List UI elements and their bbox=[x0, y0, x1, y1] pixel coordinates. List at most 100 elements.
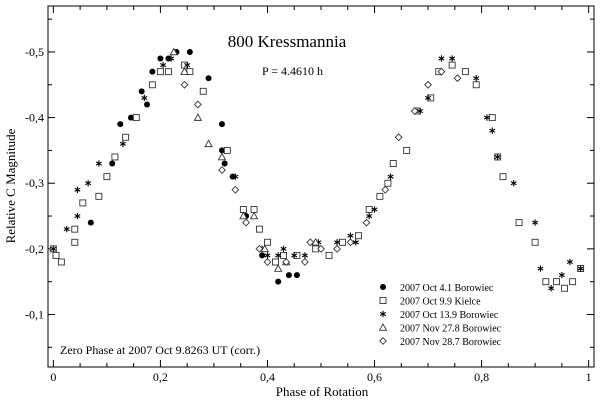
axis-ticks: 0 0,2 0,4 0,6 0,8 1 -0,1 -0,2 -0,3 -0,4 -0,5 bbox=[25, 6, 594, 384]
data-point bbox=[156, 68, 164, 76]
data-point bbox=[95, 160, 102, 167]
data-point bbox=[87, 219, 94, 226]
data-point bbox=[184, 61, 191, 69]
data-point bbox=[218, 166, 226, 175]
x-tick-label: 1 bbox=[586, 370, 592, 384]
data-point bbox=[494, 153, 501, 161]
data-point bbox=[117, 121, 124, 128]
data-point bbox=[71, 238, 79, 246]
data-point bbox=[275, 278, 282, 285]
data-point bbox=[499, 173, 507, 181]
y-axis-label: Relative C Magnitude bbox=[3, 128, 18, 243]
data-point bbox=[264, 238, 271, 246]
data-point bbox=[577, 265, 584, 272]
data-point bbox=[260, 244, 270, 253]
data-point bbox=[384, 179, 392, 187]
data-point bbox=[205, 75, 212, 82]
data-point bbox=[366, 212, 373, 220]
data-point bbox=[566, 258, 573, 266]
legend-marker bbox=[379, 310, 387, 318]
y-tick-label: -0,1 bbox=[25, 307, 44, 321]
data-point bbox=[473, 75, 480, 82]
x-tick-label: 0,6 bbox=[367, 370, 382, 384]
data-point bbox=[63, 225, 70, 233]
data-point bbox=[301, 258, 309, 266]
legend-marker bbox=[379, 337, 387, 345]
data-point bbox=[85, 180, 92, 187]
data-point bbox=[264, 252, 271, 259]
data-point bbox=[169, 47, 179, 56]
data-point bbox=[149, 68, 156, 75]
y-tick-label: -0,5 bbox=[25, 45, 44, 59]
data-point bbox=[242, 218, 250, 227]
legend-label: 2007 Oct 4.1 Borowiec bbox=[400, 283, 494, 294]
data-point bbox=[232, 173, 239, 180]
data-point bbox=[259, 252, 266, 259]
data-point bbox=[239, 206, 247, 213]
data-point bbox=[291, 252, 298, 259]
data-point bbox=[371, 206, 378, 213]
data-point bbox=[52, 251, 60, 259]
legend-label: 2007 Oct 13.9 Borowiec bbox=[400, 310, 499, 321]
data-point bbox=[311, 237, 320, 246]
period-label: P = 4.4610 h bbox=[262, 64, 323, 78]
data-point bbox=[453, 74, 462, 83]
data-point bbox=[416, 107, 424, 115]
data-point bbox=[325, 251, 333, 259]
zero-phase-annotation: Zero Phase at 2007 Oct 9.8263 UT (corr.) bbox=[60, 343, 260, 357]
data-point bbox=[132, 114, 140, 122]
data-point bbox=[231, 185, 240, 194]
data-point bbox=[74, 212, 81, 220]
data-point bbox=[164, 68, 172, 76]
data-point bbox=[346, 238, 355, 247]
x-tick-label: 0,8 bbox=[474, 370, 489, 384]
data-point bbox=[515, 219, 523, 227]
data-point bbox=[273, 264, 283, 272]
data-point bbox=[424, 80, 432, 89]
legend-label: 2007 Nov 28.7 Borowiec bbox=[400, 337, 502, 348]
chart-title: 800 Kressmannia bbox=[228, 32, 347, 51]
data-point bbox=[489, 127, 496, 134]
data-point bbox=[199, 87, 207, 95]
data-point bbox=[542, 278, 550, 286]
data-point bbox=[569, 278, 577, 286]
y-tick-label: -0,4 bbox=[25, 111, 44, 125]
data-point bbox=[160, 61, 167, 69]
data-point bbox=[217, 152, 227, 161]
y-tick-label: -0,3 bbox=[25, 176, 44, 190]
data-point bbox=[531, 238, 539, 246]
data-point bbox=[119, 140, 126, 148]
data-point bbox=[255, 244, 264, 253]
data-point bbox=[553, 278, 560, 286]
data-point bbox=[193, 113, 203, 121]
legend-marker bbox=[379, 297, 387, 304]
data-point bbox=[95, 192, 103, 200]
data-point bbox=[255, 225, 263, 233]
data-point bbox=[293, 272, 300, 279]
data-point bbox=[282, 258, 291, 266]
data-point bbox=[193, 100, 202, 109]
data-point bbox=[537, 265, 544, 272]
legend: 2007 Oct 4.1 Borowiec 2007 Oct 9.9 Kielce… bbox=[378, 283, 502, 348]
series-5 bbox=[180, 67, 462, 266]
data-point bbox=[71, 225, 79, 233]
legend-label: 2007 Oct 9.9 Kielce bbox=[400, 297, 481, 308]
data-point bbox=[280, 245, 287, 253]
data-point bbox=[301, 252, 308, 259]
legend-marker bbox=[378, 323, 388, 331]
data-point bbox=[148, 81, 156, 89]
data-point bbox=[532, 219, 539, 226]
data-point bbox=[272, 258, 279, 266]
data-point bbox=[186, 48, 193, 55]
series-1 bbox=[87, 48, 300, 285]
data-point bbox=[229, 173, 236, 180]
data-point bbox=[165, 55, 172, 62]
x-axis-label: Phase of Rotation bbox=[276, 384, 369, 399]
data-point bbox=[250, 206, 258, 213]
data-point bbox=[437, 67, 446, 76]
series-4 bbox=[169, 47, 320, 272]
x-tick-label: 0,2 bbox=[153, 370, 168, 384]
series-2 bbox=[49, 61, 585, 292]
data-point bbox=[263, 258, 272, 266]
data-point bbox=[548, 285, 555, 292]
